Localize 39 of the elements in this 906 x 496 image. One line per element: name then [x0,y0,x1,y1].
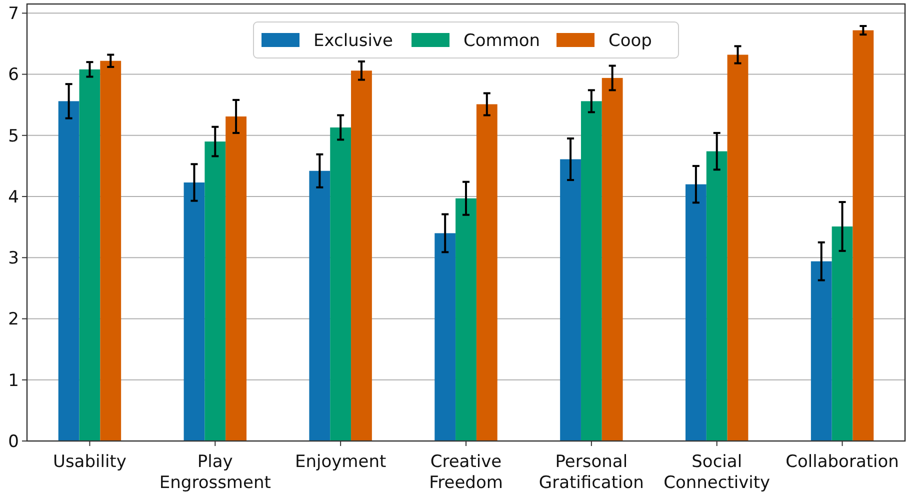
bar [602,78,623,441]
bar [686,184,706,441]
bar [832,226,853,441]
bar [706,151,728,441]
bar [226,116,246,441]
bar [476,104,498,441]
bar [79,69,100,441]
bar [204,142,226,441]
y-tick-label: 2 [8,310,19,330]
bar [330,127,352,441]
bar [456,198,476,441]
bar [184,182,205,441]
legend-label: Exclusive [314,30,393,51]
legend-label: Coop [608,30,652,51]
bar [560,159,581,441]
x-tick-label: Play Engrossment [159,452,272,493]
bar [58,101,80,441]
x-tick-label: Usability [53,452,126,472]
y-tick-label: 4 [8,187,19,208]
y-tick-label: 3 [8,248,19,269]
bar [727,54,748,441]
y-tick-label: 1 [8,370,19,391]
x-tick-label: Personal Gratification [538,452,644,493]
x-tick-label: Enjoyment [294,452,386,472]
x-tick-label: Social Connectivity [664,452,770,493]
y-tick-label: 6 [8,65,19,86]
bar [309,170,330,441]
x-tick-label: Collaboration [786,452,899,472]
x-tick-label: Creative Freedom [429,452,503,493]
bar [351,70,372,441]
bar [434,233,456,441]
y-tick-label: 0 [8,432,19,452]
bar [810,261,832,441]
y-tick-label: 5 [8,126,19,146]
legend-label: Common [464,30,540,51]
y-tick-label: 7 [8,4,19,24]
bar [852,30,874,441]
bar [100,60,122,441]
bar [580,101,602,441]
